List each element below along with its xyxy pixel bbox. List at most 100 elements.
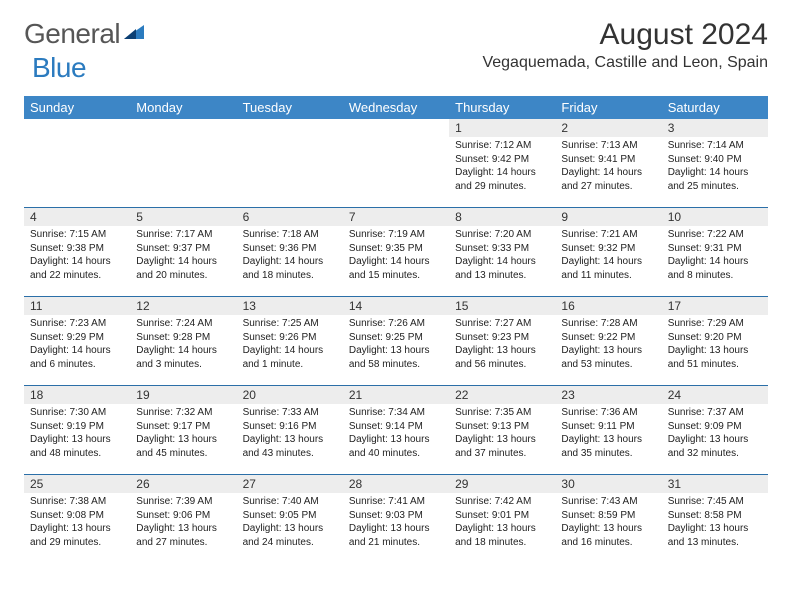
calendar-cell: 10Sunrise: 7:22 AMSunset: 9:31 PMDayligh…	[662, 208, 768, 297]
calendar-cell: 7 Sunrise: 7:19 AMSunset: 9:35 PMDaylight…	[343, 208, 449, 297]
daylight2-text: and 27 minutes.	[561, 180, 655, 194]
sunset-text: Sunset: 9:37 PM	[136, 242, 230, 256]
daylight2-text: and 40 minutes.	[349, 447, 443, 461]
sunrise-text: Sunrise: 7:24 AM	[136, 317, 230, 331]
daylight2-text: and 1 minute.	[243, 358, 337, 372]
daylight2-text: and 37 minutes.	[455, 447, 549, 461]
sunrise-text: Sunrise: 7:37 AM	[668, 406, 762, 420]
cell-body: Sunrise: 7:38 AMSunset: 9:08 PMDaylight:…	[24, 493, 130, 553]
cell-body: Sunrise: 7:15 AMSunset: 9:38 PMDaylight:…	[24, 226, 130, 286]
calendar-cell: 6Sunrise: 7:18 AMSunset: 9:36 PMDaylight…	[237, 208, 343, 297]
calendar-cell	[237, 119, 343, 208]
day-number: 21	[343, 386, 449, 404]
daylight2-text: and 20 minutes.	[136, 269, 230, 283]
calendar-cell: 27Sunrise: 7:40 AMSunset: 9:05 PMDayligh…	[237, 475, 343, 564]
cell-body	[24, 123, 130, 129]
daylight1-text: Daylight: 14 hours	[30, 255, 124, 269]
daylight1-text: Daylight: 14 hours	[561, 166, 655, 180]
day-number: 2	[555, 119, 661, 137]
calendar-cell: 21Sunrise: 7:34 AMSunset: 9:14 PMDayligh…	[343, 386, 449, 475]
sunrise-text: Sunrise: 7:35 AM	[455, 406, 549, 420]
daylight2-text: and 27 minutes.	[136, 536, 230, 550]
day-header: Sunday	[24, 96, 130, 119]
cell-body: Sunrise: 7:37 AMSunset: 9:09 PMDaylight:…	[662, 404, 768, 464]
day-number: 29	[449, 475, 555, 493]
calendar-cell: 16Sunrise: 7:28 AMSunset: 9:22 PMDayligh…	[555, 297, 661, 386]
daylight1-text: Daylight: 14 hours	[668, 255, 762, 269]
day-header: Tuesday	[237, 96, 343, 119]
sunset-text: Sunset: 9:09 PM	[668, 420, 762, 434]
sunrise-text: Sunrise: 7:21 AM	[561, 228, 655, 242]
cell-body	[343, 123, 449, 129]
cell-body: Sunrise: 7:13 AMSunset: 9:41 PMDaylight:…	[555, 137, 661, 197]
daylight2-text: and 43 minutes.	[243, 447, 337, 461]
daylight2-text: and 6 minutes.	[30, 358, 124, 372]
cell-body	[130, 123, 236, 129]
daylight1-text: Daylight: 14 hours	[136, 344, 230, 358]
daylight1-text: Daylight: 14 hours	[349, 255, 443, 269]
sunset-text: Sunset: 9:26 PM	[243, 331, 337, 345]
day-number: 17	[662, 297, 768, 315]
sunset-text: Sunset: 9:08 PM	[30, 509, 124, 523]
sunrise-text: Sunrise: 7:19 AM	[349, 228, 443, 242]
sunset-text: Sunset: 9:31 PM	[668, 242, 762, 256]
cell-body: Sunrise: 7:41 AMSunset: 9:03 PMDaylight:…	[343, 493, 449, 553]
daylight2-text: and 25 minutes.	[668, 180, 762, 194]
calendar-week-row: 1Sunrise: 7:12 AMSunset: 9:42 PMDaylight…	[24, 119, 768, 208]
sunset-text: Sunset: 9:11 PM	[561, 420, 655, 434]
sunrise-text: Sunrise: 7:25 AM	[243, 317, 337, 331]
day-header-row: Sunday Monday Tuesday Wednesday Thursday…	[24, 96, 768, 119]
sunset-text: Sunset: 8:59 PM	[561, 509, 655, 523]
calendar-cell: 4Sunrise: 7:15 AMSunset: 9:38 PMDaylight…	[24, 208, 130, 297]
sunset-text: Sunset: 8:58 PM	[668, 509, 762, 523]
calendar-cell: 24Sunrise: 7:37 AMSunset: 9:09 PMDayligh…	[662, 386, 768, 475]
sunset-text: Sunset: 9:23 PM	[455, 331, 549, 345]
day-number: 8	[449, 208, 555, 226]
day-number: 5	[130, 208, 236, 226]
cell-body: Sunrise: 7:36 AMSunset: 9:11 PMDaylight:…	[555, 404, 661, 464]
sunset-text: Sunset: 9:25 PM	[349, 331, 443, 345]
daylight2-text: and 21 minutes.	[349, 536, 443, 550]
daylight1-text: Daylight: 13 hours	[668, 433, 762, 447]
sunset-text: Sunset: 9:35 PM	[349, 242, 443, 256]
day-number: 27	[237, 475, 343, 493]
sunset-text: Sunset: 9:20 PM	[668, 331, 762, 345]
sunrise-text: Sunrise: 7:30 AM	[30, 406, 124, 420]
day-number: 7	[343, 208, 449, 226]
sunset-text: Sunset: 9:14 PM	[349, 420, 443, 434]
sunrise-text: Sunrise: 7:40 AM	[243, 495, 337, 509]
cell-body: Sunrise: 7:35 AMSunset: 9:13 PMDaylight:…	[449, 404, 555, 464]
calendar-week-row: 4Sunrise: 7:15 AMSunset: 9:38 PMDaylight…	[24, 208, 768, 297]
sunrise-text: Sunrise: 7:12 AM	[455, 139, 549, 153]
day-number: 30	[555, 475, 661, 493]
daylight2-text: and 3 minutes.	[136, 358, 230, 372]
daylight2-text: and 11 minutes.	[561, 269, 655, 283]
daylight1-text: Daylight: 13 hours	[668, 344, 762, 358]
cell-body: Sunrise: 7:17 AMSunset: 9:37 PMDaylight:…	[130, 226, 236, 286]
daylight1-text: Daylight: 14 hours	[243, 255, 337, 269]
calendar-cell: 13Sunrise: 7:25 AMSunset: 9:26 PMDayligh…	[237, 297, 343, 386]
sunrise-text: Sunrise: 7:45 AM	[668, 495, 762, 509]
calendar-cell: 9Sunrise: 7:21 AMSunset: 9:32 PMDaylight…	[555, 208, 661, 297]
sunrise-text: Sunrise: 7:26 AM	[349, 317, 443, 331]
daylight1-text: Daylight: 13 hours	[349, 344, 443, 358]
calendar-cell	[24, 119, 130, 208]
daylight1-text: Daylight: 13 hours	[561, 433, 655, 447]
calendar-cell: 17Sunrise: 7:29 AMSunset: 9:20 PMDayligh…	[662, 297, 768, 386]
day-number: 16	[555, 297, 661, 315]
calendar-cell: 19Sunrise: 7:32 AMSunset: 9:17 PMDayligh…	[130, 386, 236, 475]
cell-body: Sunrise: 7:33 AMSunset: 9:16 PMDaylight:…	[237, 404, 343, 464]
daylight2-text: and 18 minutes.	[243, 269, 337, 283]
calendar-cell: 18Sunrise: 7:30 AMSunset: 9:19 PMDayligh…	[24, 386, 130, 475]
calendar-cell: 3Sunrise: 7:14 AMSunset: 9:40 PMDaylight…	[662, 119, 768, 208]
day-number: 14	[343, 297, 449, 315]
cell-body: Sunrise: 7:20 AMSunset: 9:33 PMDaylight:…	[449, 226, 555, 286]
daylight1-text: Daylight: 14 hours	[243, 344, 337, 358]
sunset-text: Sunset: 9:28 PM	[136, 331, 230, 345]
daylight1-text: Daylight: 13 hours	[349, 522, 443, 536]
cell-body	[237, 123, 343, 129]
brand-logo: General	[24, 18, 148, 50]
calendar-week-row: 18Sunrise: 7:30 AMSunset: 9:19 PMDayligh…	[24, 386, 768, 475]
sunrise-text: Sunrise: 7:38 AM	[30, 495, 124, 509]
cell-body: Sunrise: 7:42 AMSunset: 9:01 PMDaylight:…	[449, 493, 555, 553]
